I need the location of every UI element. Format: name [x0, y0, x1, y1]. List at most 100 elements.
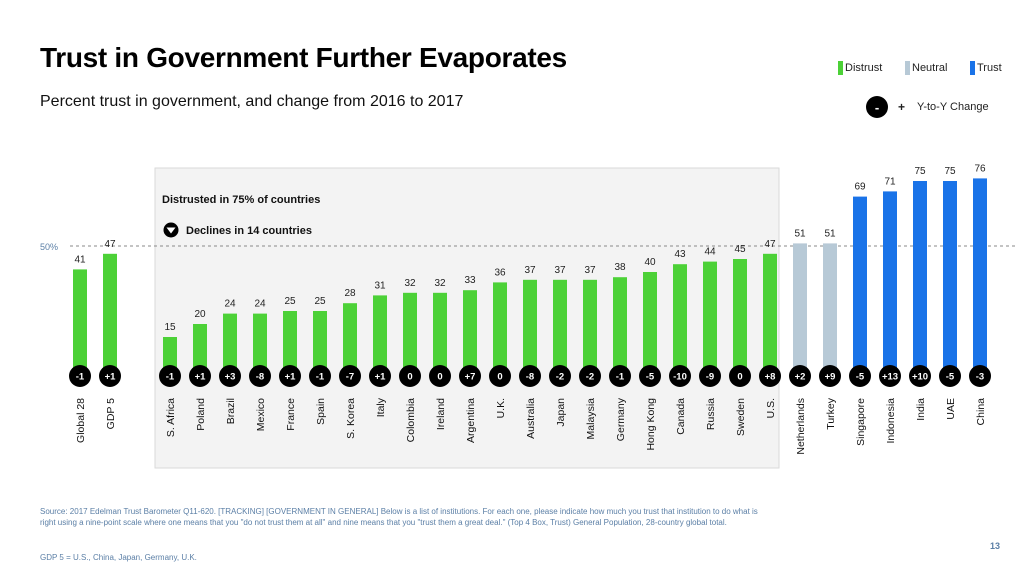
- bar-italy: [373, 295, 387, 376]
- change-label: -1: [76, 372, 85, 383]
- bar-indonesia: [883, 191, 897, 376]
- bar-colombia: [403, 292, 417, 376]
- value-label: 45: [734, 244, 746, 255]
- bar-canada: [673, 264, 687, 376]
- change-circle: [429, 365, 451, 387]
- category-label: India: [915, 398, 927, 421]
- value-label: 24: [254, 299, 266, 310]
- category-label: Spain: [315, 398, 327, 425]
- change-circle: [939, 365, 961, 387]
- change-label: -5: [646, 372, 655, 383]
- change-circle: [789, 365, 811, 387]
- bar-france: [283, 311, 297, 376]
- value-label: 32: [434, 278, 446, 289]
- callout-declines: Declines in 14 countries: [186, 225, 312, 237]
- change-label: 0: [737, 372, 742, 383]
- change-circle: [759, 365, 781, 387]
- value-label: 37: [524, 265, 536, 276]
- change-circle: [459, 365, 481, 387]
- value-label: 47: [104, 239, 116, 250]
- value-label: 69: [854, 182, 866, 193]
- bar-malaysia: [583, 279, 597, 376]
- category-label: Turkey: [825, 397, 837, 429]
- change-circle: [909, 365, 931, 387]
- bar-brazil: [223, 313, 237, 376]
- gdp-footnote: GDP 5 = U.S., China, Japan, Germany, U.K…: [40, 553, 197, 562]
- value-label: 24: [224, 299, 236, 310]
- change-circle: [849, 365, 871, 387]
- bar-germany: [613, 277, 627, 376]
- category-label: Australia: [525, 398, 537, 439]
- category-label: Argentina: [465, 398, 477, 443]
- bar-russia: [703, 261, 717, 376]
- value-label: 38: [614, 262, 626, 273]
- category-label: U.K.: [495, 398, 507, 418]
- value-label: 51: [794, 228, 806, 239]
- value-label: 43: [674, 249, 686, 260]
- bar-netherlands: [793, 243, 807, 376]
- change-circle: [729, 365, 751, 387]
- category-label: Colombia: [405, 398, 417, 443]
- category-label: France: [285, 398, 297, 431]
- change-circle: [69, 365, 91, 387]
- value-label: 25: [314, 296, 326, 307]
- change-label: -5: [946, 372, 955, 383]
- change-circle: [249, 365, 271, 387]
- change-circle: [309, 365, 331, 387]
- change-circle: [879, 365, 901, 387]
- value-label: 71: [884, 176, 896, 187]
- legend-item-neutral: Neutral: [905, 61, 947, 75]
- change-label: +10: [912, 372, 928, 383]
- bar-mexico: [253, 313, 267, 376]
- legend-label-neutral: Neutral: [912, 62, 948, 74]
- change-label: +7: [465, 372, 476, 383]
- change-label: 0: [497, 372, 502, 383]
- legend-item-distrust: Distrust: [838, 61, 882, 75]
- bar-uae: [943, 181, 957, 376]
- category-label: Brazil: [225, 398, 237, 424]
- bar-spain: [313, 311, 327, 376]
- change-circle: [549, 365, 571, 387]
- bar-singapore: [853, 196, 867, 376]
- bar-poland: [193, 324, 207, 376]
- bar-turkey: [823, 243, 837, 376]
- value-label: 33: [464, 275, 476, 286]
- legend-label-trust: Trust: [977, 62, 1002, 74]
- category-label: Indonesia: [885, 398, 897, 444]
- value-label: 28: [344, 288, 356, 299]
- category-label: Global 28: [75, 398, 87, 443]
- category-label: UAE: [945, 398, 957, 420]
- value-label: 76: [974, 163, 986, 174]
- category-label: Italy: [375, 397, 387, 417]
- change-circle: [99, 365, 121, 387]
- category-label: Netherlands: [795, 398, 807, 455]
- value-label: 47: [764, 239, 776, 250]
- page-title: Trust in Government Further Evaporates: [40, 42, 567, 73]
- change-circle: [819, 365, 841, 387]
- change-label: -2: [556, 372, 564, 383]
- change-circle: [189, 365, 211, 387]
- bar-japan: [553, 279, 567, 376]
- category-label: Poland: [195, 398, 207, 431]
- value-label: 41: [74, 254, 86, 265]
- page-subtitle: Percent trust in government, and change …: [40, 93, 464, 110]
- change-circle: [519, 365, 541, 387]
- yoy-legend-label: Y-to-Y Change: [917, 101, 989, 113]
- value-label: 75: [914, 166, 926, 177]
- change-label: +1: [285, 372, 297, 383]
- change-circle: [609, 365, 631, 387]
- change-label: +1: [375, 372, 387, 383]
- legend-swatch-neutral: [905, 61, 910, 75]
- yoy-plus-sign: +: [898, 100, 906, 114]
- callout-distrusted: Distrusted in 75% of countries: [162, 194, 320, 206]
- value-label: 32: [404, 278, 416, 289]
- change-label: +1: [195, 372, 207, 383]
- down-triangle-icon: [166, 227, 176, 234]
- value-label: 25: [284, 296, 296, 307]
- change-label: -1: [616, 372, 625, 383]
- category-label: Mexico: [255, 398, 267, 431]
- category-label: Sweden: [735, 398, 747, 436]
- change-label: +8: [765, 372, 776, 383]
- change-circle: [969, 365, 991, 387]
